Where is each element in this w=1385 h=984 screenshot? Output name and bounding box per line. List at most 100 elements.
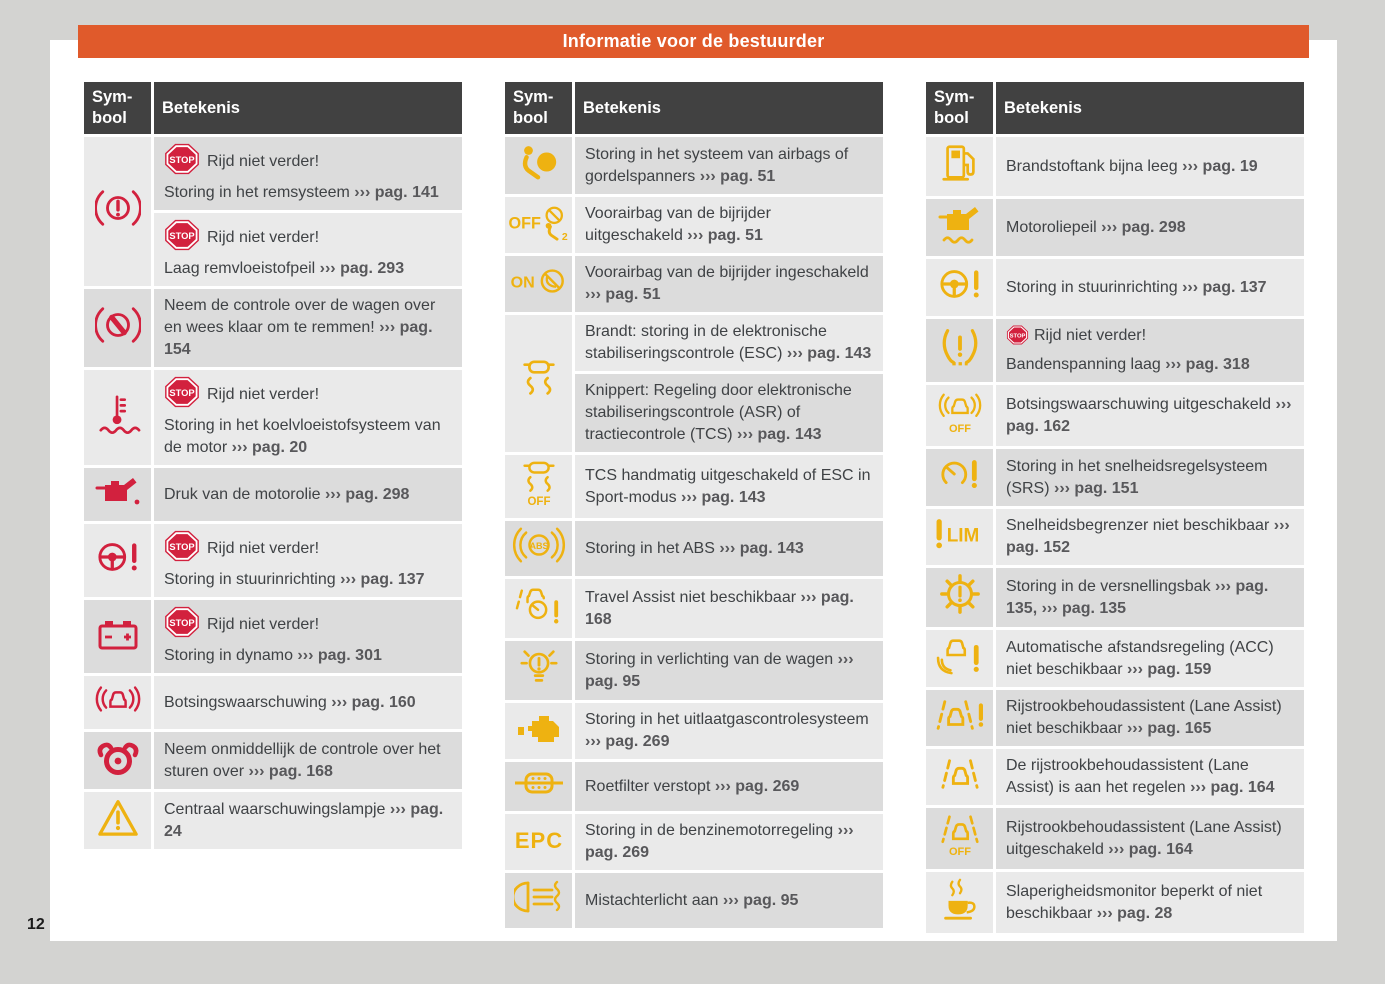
svg-text:STOP: STOP [169, 618, 194, 628]
meaning-cell: Voorairbag van de bijrijder ingeschakeld… [575, 256, 883, 312]
page-reference-link[interactable]: ››› pag. 20 [231, 439, 308, 456]
meaning-cell: Storing in het uitlaatgascontrolesysteem… [575, 703, 883, 759]
meaning-paragraph: Storing in stuurinrichting ››› pag. 137 [1006, 277, 1294, 299]
table-row: STOP Rijd niet verder! Storing in het koel… [84, 370, 462, 465]
page-reference-link[interactable]: ››› pag. 160 [331, 693, 416, 711]
page-reference-link[interactable]: ››› pag. 143 [737, 426, 822, 443]
page-reference-link[interactable]: ››› pag. 28 [1096, 904, 1173, 922]
page-reference-link[interactable]: ››› pag. 137 [340, 571, 425, 588]
page-reference-link[interactable]: ››› pag. 137 [1182, 278, 1267, 296]
svg-text:STOP: STOP [1010, 334, 1026, 340]
symbol-cell [926, 872, 993, 933]
page-reference-link[interactable]: ››› pag. 159 [1126, 660, 1212, 678]
table-row: EPC Storing in de benzinemotorregeling ››… [505, 814, 883, 870]
page-reference-link[interactable]: ››› pag. 165 [1126, 720, 1212, 737]
meaning-paragraph: Travel Assist niet beschikbaar ››› pag. … [585, 587, 873, 631]
cell-text: Rijstrookbehoudassistent (Lane Assist) n… [1006, 698, 1282, 737]
page-reference-link[interactable]: ››› pag. 135, [1006, 577, 1269, 617]
warning-triangle-icon [95, 796, 141, 838]
header-text: Sym- [92, 88, 133, 106]
page-reference-link[interactable]: ››› pag. 298 [1101, 218, 1186, 236]
meaning-cell: STOP Rijd niet verder! Storing in het koel… [154, 370, 462, 465]
table-row: Neem onmiddellijk de controle over het s… [84, 732, 462, 789]
page-reference-link[interactable]: ››› pag. 162 [1006, 395, 1292, 435]
lane-assist-fault-icon [933, 696, 987, 734]
page-reference-link[interactable]: ››› pag. 143 [681, 488, 766, 506]
page-reference-link[interactable]: ››› pag. 293 [319, 260, 405, 277]
cell-text: Rijd niet verder! [207, 540, 320, 557]
cruise-control-fault-icon [936, 453, 984, 495]
table-row: Brandt: storing in de elektronische stab… [505, 315, 883, 452]
page-reference-link[interactable]: ››› pag. 51 [687, 227, 763, 244]
page-reference-link[interactable]: ››› pag. 24 [164, 800, 444, 840]
meaning-paragraph: Storing in de versnellingsbak ››› pag. 1… [1006, 576, 1294, 620]
page-reference-link[interactable]: ››› pag. 95 [585, 650, 854, 690]
symbol-cell: ABS [505, 521, 572, 576]
table-row: Botsingswaarschuwing ››› pag. 160 [84, 676, 462, 729]
meaning-paragraph: Voorairbag van de bijrijder uitgeschakel… [585, 203, 873, 247]
cell-text: Bandenspanning laag [1006, 356, 1166, 373]
meaning-paragraph: Laag remvloeistofpeil ››› pag. 293 [164, 258, 452, 280]
cell-text: Travel Assist niet beschikbaar [585, 588, 801, 606]
meaning-cell: Storing in het snelheidsregelsysteem (SR… [996, 449, 1304, 506]
symbol-cell [505, 762, 572, 811]
page-reference-link[interactable]: ››› pag. 298 [324, 485, 410, 503]
cell-text: Storing in het ABS [585, 539, 720, 557]
meaning-cell: Rijstrookbehoudassistent (Lane Assist) u… [996, 808, 1304, 869]
page-reference-link[interactable]: ››› pag. 51 [585, 286, 661, 303]
page-reference-link[interactable]: ››› pag. 143 [786, 345, 872, 362]
page-reference-link[interactable]: ››› pag. 164 [1108, 840, 1193, 858]
symbol-cell [505, 641, 572, 700]
page-reference-link[interactable]: ››› pag. 301 [297, 647, 382, 664]
meaning-paragraph: Storing in het koelvloeistofsysteem van … [164, 415, 452, 459]
airbag-icon [516, 141, 562, 183]
symbol-cell [926, 199, 993, 256]
meaning-paragraph: Storing in het snelheidsregelsysteem (SR… [1006, 456, 1294, 500]
cell-text: Motoroliepeil [1006, 218, 1102, 236]
table-row: Automatische afstandsregeling (ACC) niet… [926, 630, 1304, 687]
stop-badge-icon: STOP [164, 376, 207, 408]
page-reference-link[interactable]: ››› pag. 318 [1165, 356, 1250, 373]
meaning-paragraph: Automatische afstandsregeling (ACC) niet… [1006, 637, 1294, 681]
page-reference-link[interactable]: ››› pag. 269 [585, 822, 854, 861]
meaning-paragraph: Storing in verlichting van de wagen ››› … [585, 649, 873, 693]
page-reference-link[interactable]: ››› pag. 168 [585, 588, 854, 628]
fuel-icon [937, 141, 983, 185]
meaning-paragraph: Botsingswaarschuwing ››› pag. 160 [164, 692, 452, 714]
page-reference-link[interactable]: ››› pag. 141 [354, 184, 439, 201]
tire-pressure-icon [937, 325, 983, 369]
meaning-paragraph: Mistachterlicht aan ››› pag. 95 [585, 890, 873, 912]
page-reference-link[interactable]: ››› pag. 168 [248, 762, 333, 780]
meaning-paragraph: Rijstrookbehoudassistent (Lane Assist) u… [1006, 817, 1294, 861]
page-reference-link[interactable]: ››› pag. 95 [722, 891, 799, 909]
page-reference-link[interactable]: ››› pag. 164 [1190, 779, 1275, 796]
table-row: Storing in het uitlaatgascontrolesysteem… [505, 703, 883, 759]
page-reference-link[interactable]: ››› pag. 135 [1041, 599, 1127, 617]
steering-warning-icon [935, 263, 985, 305]
page-reference-link[interactable]: ››› pag. 143 [719, 539, 804, 557]
cell-text: Laag remvloeistofpeil [164, 260, 320, 277]
page-reference-link[interactable]: ››› pag. 269 [714, 777, 800, 795]
meaning-cell: Centraal waarschuwingslampje ››› pag. 24 [154, 792, 462, 849]
meaning-cell: TCS handmatig uitgeschakeld of ESC in Sp… [575, 455, 883, 518]
page-reference-link[interactable]: ››› pag. 51 [699, 167, 776, 185]
svg-text:STOP: STOP [169, 542, 194, 552]
collision-warning-icon [93, 680, 143, 718]
table-row: STOP Rijd niet verder! Storing in het rems… [84, 137, 462, 286]
page-reference-link[interactable]: ››› pag. 269 [585, 733, 670, 750]
meaning-cell: Mistachterlicht aan ››› pag. 95 [575, 873, 883, 928]
page-reference-link[interactable]: ››› pag. 152 [1006, 517, 1290, 556]
page-reference-link[interactable]: ››› pag. 19 [1182, 157, 1258, 175]
meaning-paragraph: Storing in het remsysteem ››› pag. 141 [164, 182, 452, 204]
lane-assist-off-icon: OFF [937, 812, 983, 858]
cell-text: Rijd niet verder! [207, 229, 320, 246]
meaning-cell: Botsingswaarschuwing uitgeschakeld ››› p… [996, 385, 1304, 446]
header-text: Betekenis [1004, 98, 1082, 117]
symbol-cell: OFF [926, 808, 993, 869]
meaning-cell: Knippert: Regeling door elektronische st… [575, 374, 883, 452]
meaning-cell: Rijstrookbehoudassistent (Lane Assist) n… [996, 690, 1304, 746]
page-reference-link[interactable]: ››› pag. 151 [1054, 479, 1139, 497]
symbol-cell [84, 732, 151, 789]
page-reference-link[interactable]: ››› pag. 154 [164, 319, 433, 358]
